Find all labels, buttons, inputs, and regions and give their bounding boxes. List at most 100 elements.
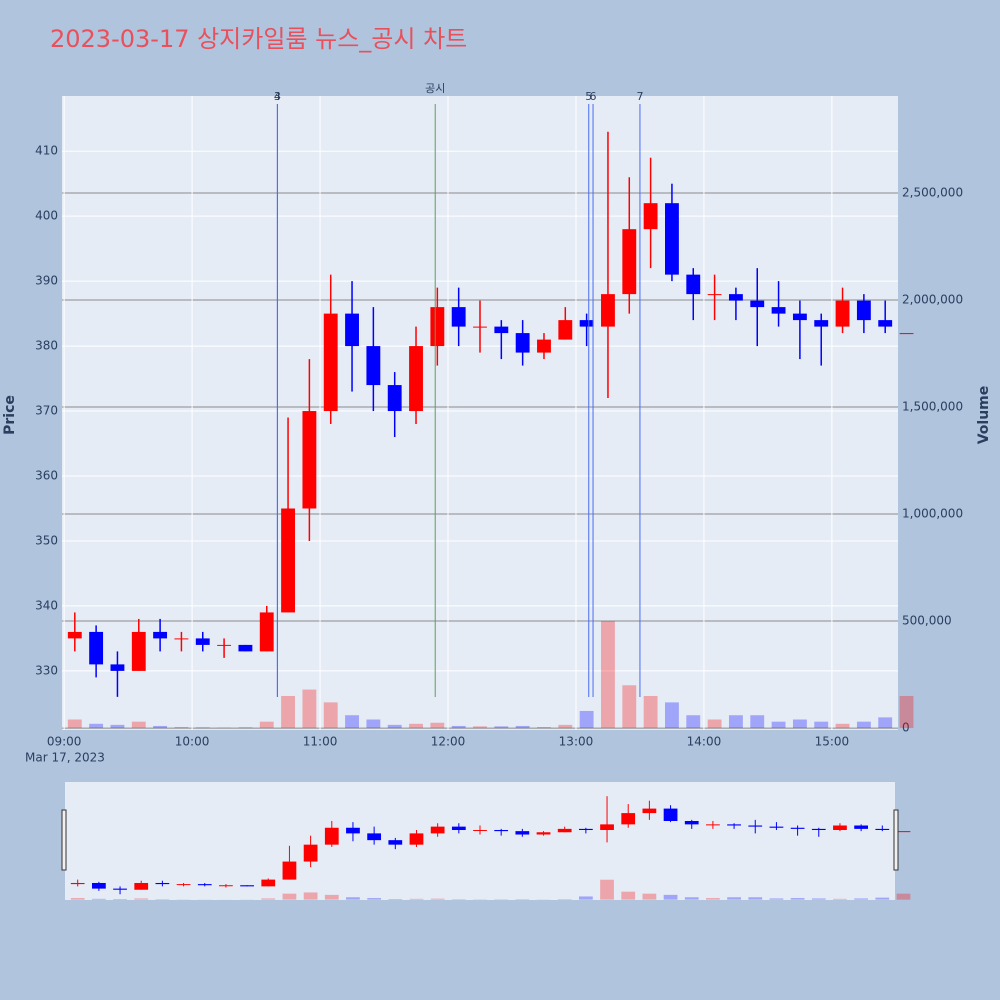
slider-volume-bar bbox=[324, 894, 339, 900]
candle-body bbox=[302, 411, 317, 509]
candle-body bbox=[728, 294, 743, 301]
candle-body bbox=[558, 320, 573, 340]
candle-body bbox=[67, 631, 82, 639]
x-tick-label: 10:00 bbox=[175, 735, 210, 749]
volume-bar bbox=[302, 689, 317, 729]
volume-bar bbox=[174, 727, 189, 729]
candle-body bbox=[665, 203, 679, 275]
volume-bar bbox=[238, 727, 253, 729]
y2-tick-label: 500,000 bbox=[902, 614, 952, 628]
slider-candle-body bbox=[896, 831, 911, 833]
y-tick-label: 390 bbox=[35, 274, 58, 288]
volume-bar bbox=[366, 719, 381, 729]
volume-bar bbox=[281, 695, 295, 729]
candle-body bbox=[281, 508, 295, 613]
candle-body bbox=[686, 274, 701, 295]
slider-volume-bar bbox=[642, 893, 657, 900]
slider-candle-body bbox=[706, 824, 720, 826]
y-tick-label: 400 bbox=[35, 209, 58, 223]
slider-candle-body bbox=[430, 826, 445, 834]
candle-body bbox=[537, 339, 551, 353]
volume-bar bbox=[67, 719, 82, 729]
slider-volume-bar bbox=[727, 897, 741, 900]
candle-body bbox=[259, 612, 274, 652]
slider-volume-bar bbox=[134, 898, 149, 900]
slider-candle-body bbox=[727, 824, 741, 826]
slider-candle-body bbox=[176, 884, 191, 886]
slider-candle-body bbox=[515, 831, 530, 835]
slider-candle-body bbox=[134, 882, 149, 890]
candle-body bbox=[750, 300, 765, 308]
chart-title: 2023-03-17 상지카일룸 뉴스_공시 차트 bbox=[50, 25, 467, 53]
candle-body bbox=[473, 326, 487, 328]
slider-volume-bar bbox=[346, 897, 360, 900]
slider-candle-body bbox=[451, 826, 466, 831]
slider-volume-bar bbox=[578, 896, 593, 900]
slider-candle-body bbox=[875, 828, 890, 831]
slider-volume-bar bbox=[261, 898, 276, 900]
slider-volume-bar bbox=[684, 897, 699, 900]
volume-bar bbox=[195, 727, 210, 729]
y2-tick-label: 1,000,000 bbox=[902, 507, 963, 521]
volume-bar bbox=[451, 725, 466, 729]
volume-bar bbox=[430, 722, 445, 729]
x-tick-label: 13:00 bbox=[559, 735, 594, 749]
slider-volume-bar bbox=[854, 898, 869, 900]
candle-body bbox=[579, 320, 594, 327]
annotation-label: 6 bbox=[590, 90, 597, 103]
volume-bar bbox=[558, 724, 573, 729]
range-slider[interactable] bbox=[65, 782, 895, 900]
volume-bar bbox=[110, 724, 125, 729]
volume-bar bbox=[878, 717, 893, 729]
volume-bar bbox=[494, 726, 509, 729]
volume-bar bbox=[601, 621, 615, 729]
slider-volume-bar bbox=[282, 893, 297, 900]
candle-body bbox=[643, 203, 658, 230]
slider-volume-bar bbox=[663, 894, 678, 900]
candle-body bbox=[451, 307, 466, 327]
volume-bar bbox=[665, 702, 679, 729]
slider-volume-bar bbox=[790, 898, 805, 900]
slider-candle-body bbox=[155, 882, 170, 885]
volume-bar bbox=[792, 719, 807, 729]
volume-bar bbox=[259, 721, 274, 729]
slider-candle-body bbox=[769, 826, 784, 828]
y-tick-label: 410 bbox=[35, 144, 58, 158]
candle-body bbox=[366, 346, 381, 386]
x-tick-label: 15:00 bbox=[815, 735, 850, 749]
slider-candle-body bbox=[409, 833, 424, 845]
candle-body bbox=[238, 644, 253, 652]
candle-body bbox=[323, 313, 338, 412]
candle-body bbox=[153, 631, 168, 639]
slider-candle-body bbox=[663, 808, 678, 821]
slider-candle-body bbox=[261, 879, 276, 887]
slider-volume-bar bbox=[811, 898, 826, 900]
slider-candle-body bbox=[494, 830, 509, 832]
y-axis-title: Price bbox=[2, 395, 18, 435]
candle-body bbox=[195, 638, 210, 645]
volume-bar bbox=[409, 723, 423, 729]
annotation-label: 5 bbox=[585, 90, 592, 103]
volume-bar bbox=[643, 695, 658, 729]
y-tick-label: 370 bbox=[35, 404, 58, 418]
candle-body bbox=[835, 300, 850, 327]
slider-candle-body bbox=[388, 840, 403, 845]
slider-volume-bar bbox=[833, 898, 847, 900]
plot-area bbox=[62, 96, 898, 730]
candle-body bbox=[899, 333, 914, 335]
candle-body bbox=[89, 631, 104, 665]
annotation-label: 7 bbox=[636, 90, 643, 103]
volume-bar bbox=[750, 715, 765, 729]
x-tick-label: 09:00 bbox=[47, 735, 82, 749]
y-tick-label: 350 bbox=[35, 533, 58, 547]
slider-handle-left[interactable] bbox=[61, 809, 67, 871]
slider-candle-body bbox=[197, 884, 212, 886]
volume-bar bbox=[771, 721, 786, 729]
slider-candle-body bbox=[219, 885, 233, 887]
y2-tick-label: 2,000,000 bbox=[902, 292, 963, 306]
slider-volume-bar bbox=[600, 879, 614, 900]
slider-handle-right[interactable] bbox=[893, 809, 899, 871]
candle-body bbox=[131, 631, 146, 671]
candle-body bbox=[814, 320, 829, 327]
